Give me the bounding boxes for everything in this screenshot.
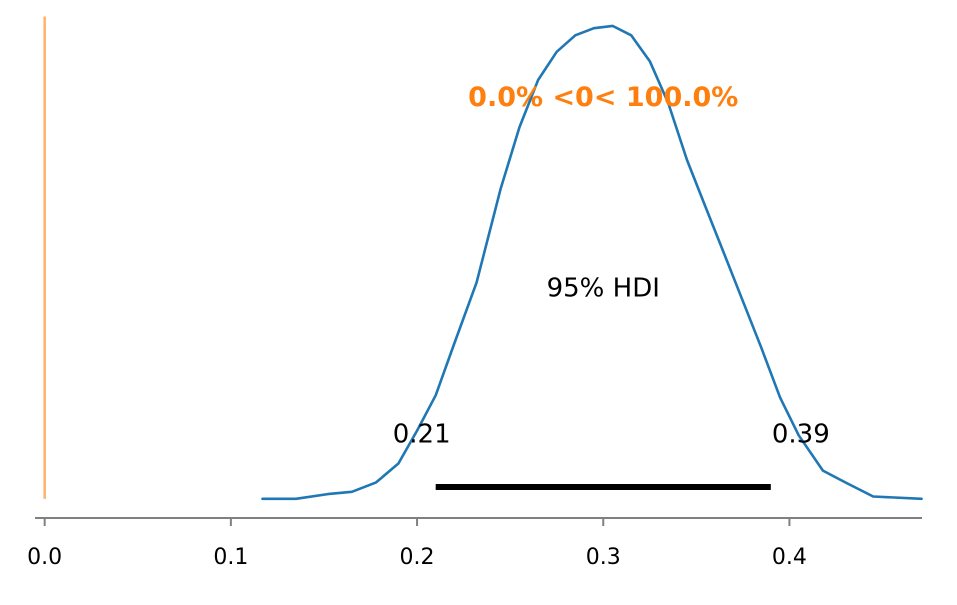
x-tick-label: 0.3 (586, 545, 621, 570)
hdi-low-label: 0.21 (393, 419, 451, 449)
density-curve (261, 24, 923, 501)
hdi-high-label: 0.39 (772, 419, 830, 449)
reference-probability-label: 0.0% <0< 100.0% (468, 82, 738, 113)
x-tick-label: 0.4 (772, 545, 807, 570)
x-tick-label: 0.0 (27, 545, 62, 570)
hdi-label: 95% HDI (547, 273, 660, 303)
x-axis: 0.0 0.1 0.2 0.3 0.4 (27, 517, 922, 570)
x-tick-label: 0.2 (400, 545, 435, 570)
density-layer (261, 24, 923, 501)
x-tick-label: 0.1 (213, 545, 248, 570)
